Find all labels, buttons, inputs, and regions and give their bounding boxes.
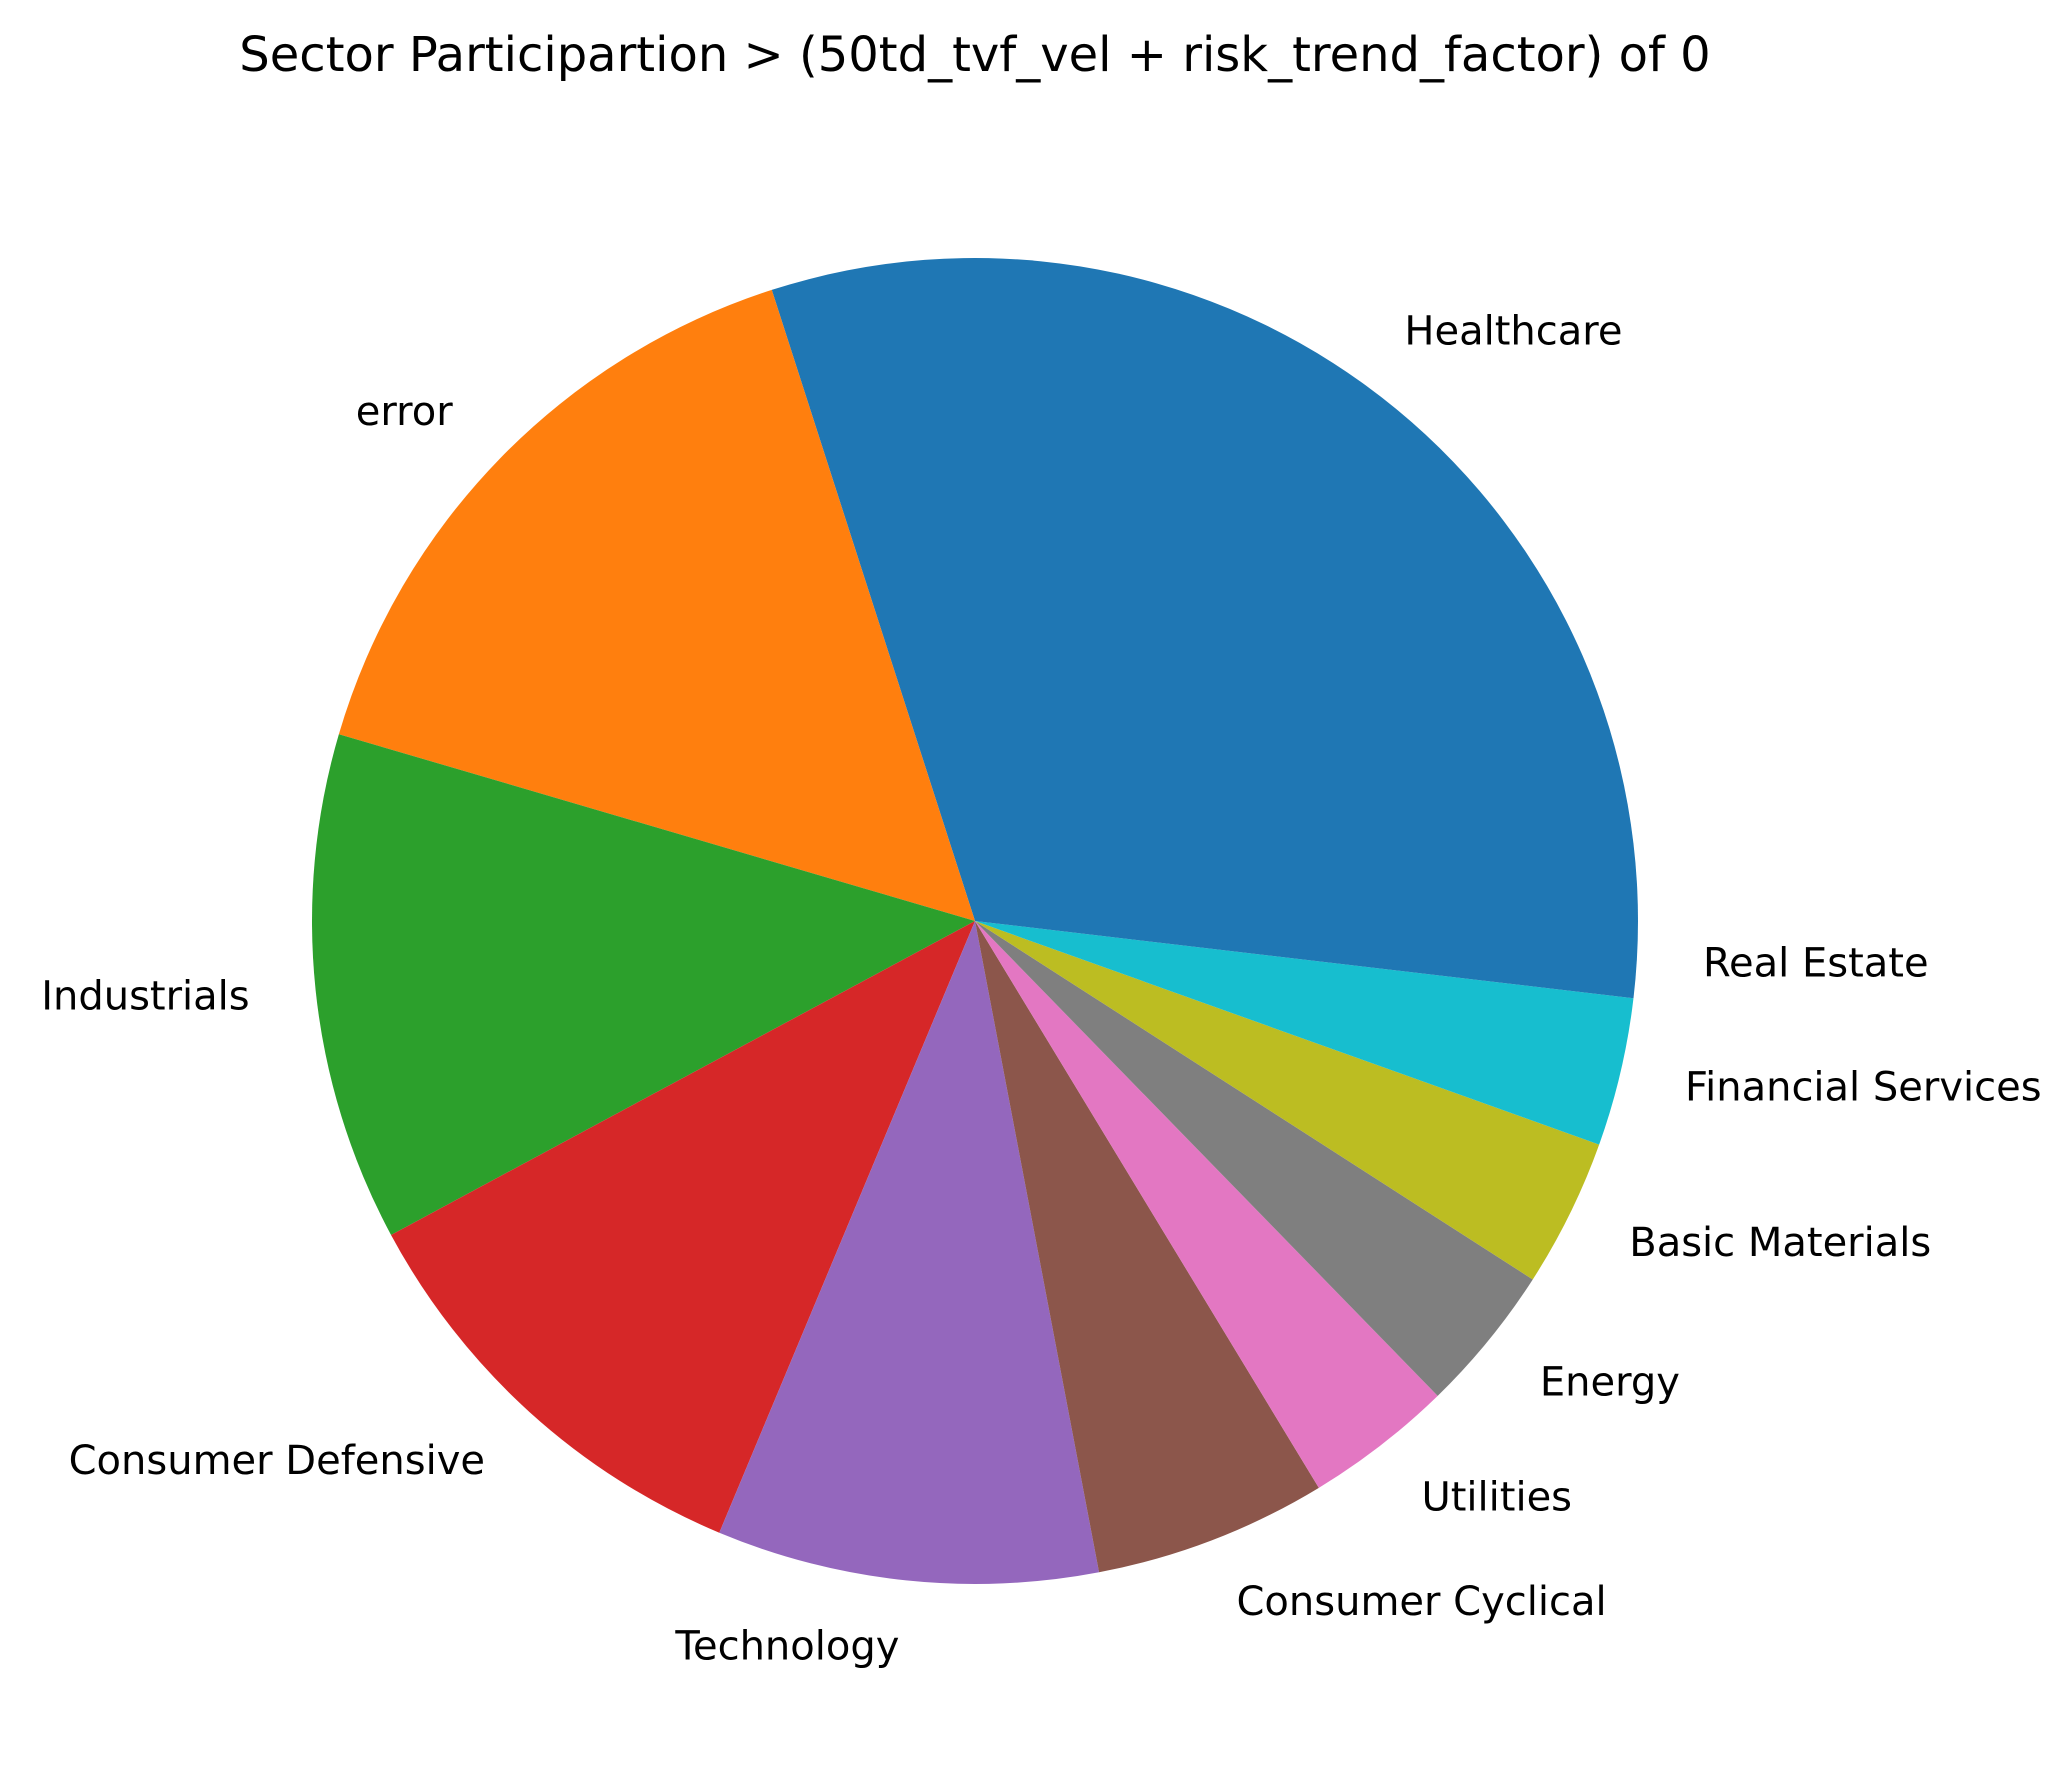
pie-label-error: error bbox=[356, 389, 453, 435]
pie-slice-real-estate bbox=[975, 921, 1638, 999]
pie-label-consumer-defensive: Consumer Defensive bbox=[69, 1438, 485, 1484]
pie-label-technology: Technology bbox=[674, 1623, 899, 1669]
pie-slice-industrials bbox=[312, 734, 976, 1235]
pie-label-healthcare: Healthcare bbox=[1404, 309, 1622, 355]
pie-slice-basic-materials bbox=[975, 921, 1600, 1280]
pie-label-utilities: Utilities bbox=[1421, 1475, 1572, 1521]
pie-slice-consumer-defensive bbox=[391, 921, 975, 1533]
pie-label-industrials: Industrials bbox=[41, 974, 249, 1020]
pie-label-financial-services: Financial Services bbox=[1685, 1065, 2042, 1111]
pie-label-real-estate: Real Estate bbox=[1703, 941, 1929, 987]
chart-title: Sector Participartion > (50td_tvf_vel + … bbox=[239, 27, 1710, 83]
pie-labels: Healthcare error Industrials Consumer Defen… bbox=[41, 309, 2041, 1670]
pie-slice-financial-services bbox=[975, 921, 1634, 1145]
pie-slice-technology bbox=[719, 921, 1100, 1584]
pie-label-consumer-cyclical: Consumer Cyclical bbox=[1237, 1579, 1607, 1625]
pie-label-basic-materials: Basic Materials bbox=[1629, 1220, 1931, 1266]
pie-slice-error bbox=[338, 289, 975, 922]
pie-slices bbox=[312, 258, 1638, 1584]
pie-label-energy: Energy bbox=[1540, 1359, 1680, 1405]
pie-slice-energy bbox=[975, 921, 1533, 1396]
pie-slice-utilities bbox=[975, 921, 1438, 1488]
pie-slice-healthcare bbox=[771, 258, 1638, 922]
pie-slice-consumer-cyclical bbox=[975, 921, 1319, 1573]
